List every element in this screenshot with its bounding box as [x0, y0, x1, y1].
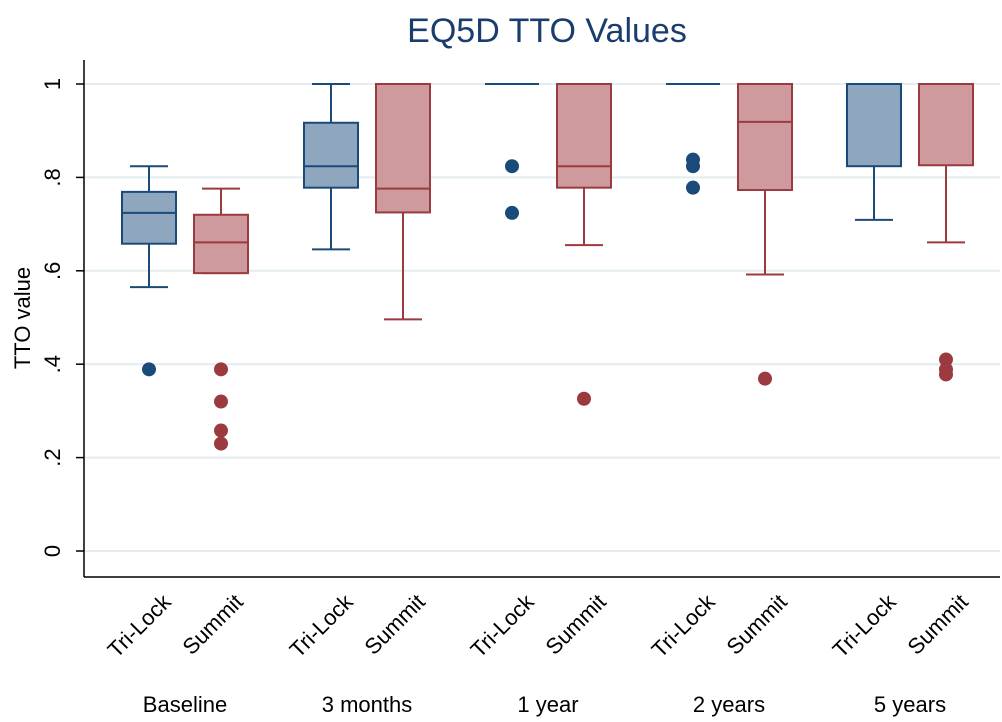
outlier-point — [686, 180, 700, 195]
iqr-box — [918, 83, 974, 167]
box-summit-4 — [918, 83, 974, 382]
y-axis-ticks: 0 .2 .4 .6 .8 1 — [40, 78, 84, 557]
iqr-box — [375, 83, 431, 214]
y-tick-label: 0 — [40, 545, 65, 557]
y-tick-label: .6 — [40, 262, 65, 280]
box-summit-0 — [193, 187, 249, 451]
y-tick-label: .2 — [40, 448, 65, 466]
box-trilock-1 — [303, 83, 359, 251]
box-trilock-2 — [485, 83, 539, 220]
outlier-point — [142, 362, 156, 377]
outlier-point — [577, 391, 591, 406]
group-label: 5 years — [874, 692, 946, 717]
iqr-box — [737, 83, 793, 192]
outlier-point — [214, 436, 228, 451]
box-trilock-3 — [666, 83, 720, 195]
outlier-point — [505, 159, 519, 174]
box-trilock-4 — [846, 83, 902, 221]
box-trilock-0 — [121, 165, 177, 377]
iqr-box — [846, 83, 902, 168]
outlier-point — [214, 362, 228, 377]
outlier-point — [939, 367, 953, 382]
outlier-point — [214, 423, 228, 438]
group-label: 2 years — [693, 692, 765, 717]
y-axis-title: TTO value — [10, 267, 35, 369]
iqr-box — [303, 121, 359, 189]
chart-title: EQ5D TTO Values — [407, 12, 687, 50]
outlier-point — [758, 371, 772, 386]
boxes — [121, 83, 974, 451]
box-summit-2 — [556, 83, 612, 406]
box-summit-1 — [375, 83, 431, 321]
iqr-box — [121, 190, 177, 245]
axes — [83, 60, 1000, 578]
group-label: 3 months — [322, 692, 413, 717]
iqr-box — [193, 213, 249, 275]
y-tick-label: 1 — [40, 78, 65, 90]
y-tick-label: .8 — [40, 168, 65, 186]
outlier-point — [214, 394, 228, 409]
outlier-point — [505, 205, 519, 220]
outlier-point — [939, 352, 953, 367]
box-summit-3 — [737, 83, 793, 386]
y-tick-label: .4 — [40, 355, 65, 373]
group-label: Baseline — [143, 692, 227, 717]
iqr-box — [556, 83, 612, 189]
group-label: 1 year — [517, 692, 578, 717]
outlier-point — [686, 159, 700, 174]
